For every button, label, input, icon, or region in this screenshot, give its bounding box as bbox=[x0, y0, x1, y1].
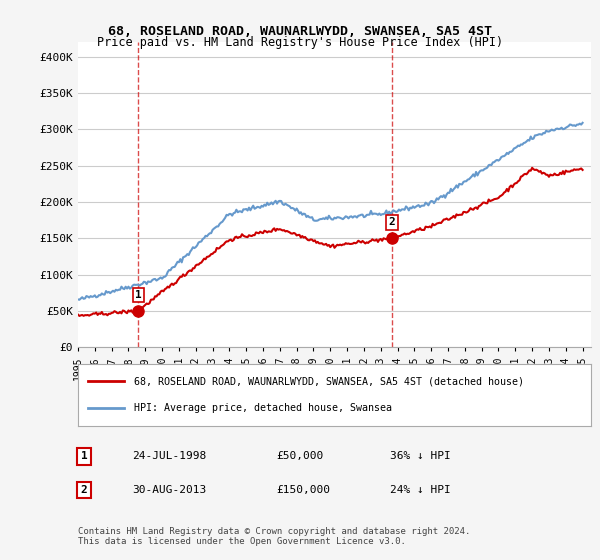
Text: 68, ROSELAND ROAD, WAUNARLWYDD, SWANSEA, SA5 4ST: 68, ROSELAND ROAD, WAUNARLWYDD, SWANSEA,… bbox=[108, 25, 492, 38]
Text: 24-JUL-1998: 24-JUL-1998 bbox=[132, 451, 206, 461]
Text: 1: 1 bbox=[135, 290, 142, 300]
Text: £50,000: £50,000 bbox=[276, 451, 323, 461]
Text: 24% ↓ HPI: 24% ↓ HPI bbox=[390, 485, 451, 495]
Text: 2: 2 bbox=[389, 217, 395, 227]
Text: Contains HM Land Registry data © Crown copyright and database right 2024.
This d: Contains HM Land Registry data © Crown c… bbox=[78, 526, 470, 546]
Text: HPI: Average price, detached house, Swansea: HPI: Average price, detached house, Swan… bbox=[134, 403, 392, 413]
Text: 68, ROSELAND ROAD, WAUNARLWYDD, SWANSEA, SA5 4ST (detached house): 68, ROSELAND ROAD, WAUNARLWYDD, SWANSEA,… bbox=[134, 376, 524, 386]
Text: 2: 2 bbox=[80, 485, 88, 495]
Text: 30-AUG-2013: 30-AUG-2013 bbox=[132, 485, 206, 495]
Text: £150,000: £150,000 bbox=[276, 485, 330, 495]
Text: Price paid vs. HM Land Registry's House Price Index (HPI): Price paid vs. HM Land Registry's House … bbox=[97, 36, 503, 49]
Text: 1: 1 bbox=[80, 451, 88, 461]
Text: 36% ↓ HPI: 36% ↓ HPI bbox=[390, 451, 451, 461]
